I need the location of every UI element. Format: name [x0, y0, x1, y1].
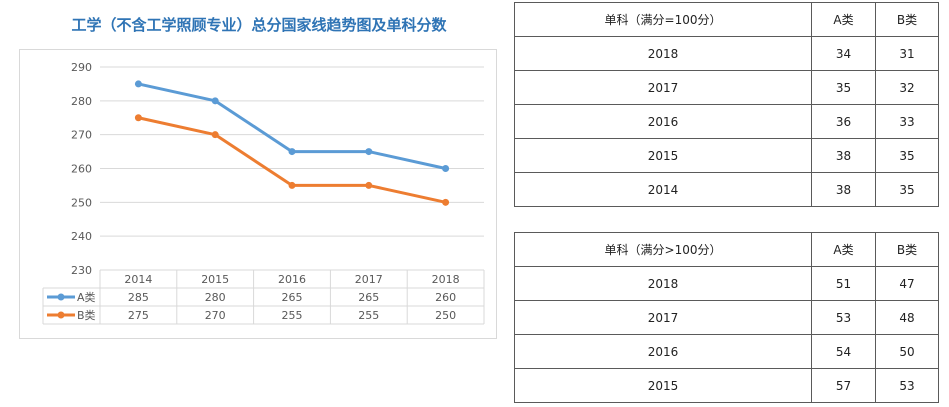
table-cell-b: 35	[875, 138, 939, 173]
table-cell-b: 50	[875, 334, 939, 369]
table-cell-year: 2016	[514, 334, 812, 369]
x-tick-label: 2015	[201, 273, 229, 286]
x-tick-label: 2016	[278, 273, 306, 286]
data-table-value: 260	[435, 291, 456, 304]
table-cell-year: 2018	[514, 266, 812, 301]
x-tick-label: 2017	[355, 273, 383, 286]
data-table-value: 255	[358, 309, 379, 322]
table-row: 2017 35 32	[514, 70, 939, 105]
legend-label: B类	[77, 308, 96, 322]
y-tick-label: 270	[71, 129, 92, 142]
table-cell-a: 38	[811, 138, 876, 173]
table-header-subject: 单科（满分>100分）	[514, 232, 812, 267]
table-cell-a: 57	[811, 368, 876, 403]
table-cell-b: 47	[875, 266, 939, 301]
data-point	[134, 80, 142, 88]
data-table-value: 265	[282, 291, 303, 304]
series-line-a	[138, 82, 446, 170]
data-table-value: 255	[282, 309, 303, 322]
y-tick-label: 290	[71, 61, 92, 74]
table-cell-b: 31	[875, 36, 939, 71]
table-row: 2018 51 47	[514, 266, 939, 301]
table-cell-a: 51	[811, 266, 876, 301]
single-subject-table-over-100: 单科（满分>100分） A类 B类 2018 51 47 2017 53 48 …	[514, 232, 939, 403]
legend-marker	[57, 293, 65, 301]
table-header-a: A类	[811, 2, 876, 37]
table-row: 2016 54 50	[514, 334, 939, 369]
chart-title: 工学（不含工学照顾专业）总分国家线趋势图及单科分数	[71, 16, 447, 34]
table-cell-a: 34	[811, 36, 876, 71]
table-cell-a: 36	[811, 104, 876, 139]
table-cell-year: 2014	[514, 172, 812, 207]
series-line-b	[138, 116, 446, 204]
data-point	[442, 198, 450, 206]
table-row: 2015 38 35	[514, 138, 939, 173]
table-row: 2016 36 33	[514, 104, 939, 139]
data-point	[288, 148, 296, 156]
table-header-b: B类	[875, 2, 939, 37]
table-cell-b: 33	[875, 104, 939, 139]
table-row: 2014 38 35	[514, 172, 939, 207]
table-cell-a: 38	[811, 172, 876, 207]
table-cell-a: 35	[811, 70, 876, 105]
table-header-b: B类	[875, 232, 939, 267]
table-row: 2017 53 48	[514, 300, 939, 335]
legend-label: A类	[77, 290, 96, 304]
single-subject-table-100: 单科（满分=100分） A类 B类 2018 34 31 2017 35 32 …	[514, 2, 939, 207]
table-cell-a: 54	[811, 334, 876, 369]
table-header-row: 单科（满分=100分） A类 B类	[514, 2, 939, 37]
y-tick-label: 260	[71, 163, 92, 176]
y-tick-label: 250	[71, 196, 92, 209]
table-header-subject: 单科（满分=100分）	[514, 2, 812, 37]
table-cell-b: 48	[875, 300, 939, 335]
line-chart: 290 280 270 260 250 240 230 2014 2015 2016 2017 201…	[42, 61, 485, 325]
table-row: 2015 57 53	[514, 368, 939, 403]
data-point	[442, 165, 450, 172]
table-cell-year: 2017	[514, 70, 812, 105]
legend-marker	[57, 311, 65, 319]
data-table-value: 285	[128, 291, 149, 304]
data-table-value: 270	[205, 309, 226, 322]
table-cell-year: 2015	[514, 368, 812, 403]
data-table-value: 265	[358, 291, 379, 304]
table-cell-b: 53	[875, 368, 939, 403]
y-tick-label: 230	[71, 264, 92, 277]
table-cell-year: 2015	[514, 138, 812, 173]
table-header-row: 单科（满分>100分） A类 B类	[514, 232, 939, 267]
data-point	[365, 148, 373, 156]
x-tick-label: 2018	[432, 273, 460, 286]
table-cell-year: 2017	[514, 300, 812, 335]
data-table-value: 250	[435, 309, 456, 322]
table-cell-year: 2016	[514, 104, 812, 139]
table-row: 2018 34 31	[514, 36, 939, 71]
x-tick-label: 2014	[124, 273, 152, 286]
y-tick-label: 280	[71, 95, 92, 108]
table-cell-b: 35	[875, 172, 939, 207]
data-table-value: 275	[128, 309, 149, 322]
y-tick-label: 240	[71, 230, 92, 243]
table-cell-b: 32	[875, 70, 939, 105]
table-header-a: A类	[811, 232, 876, 267]
table-cell-a: 53	[811, 300, 876, 335]
data-point	[288, 181, 296, 189]
data-point	[365, 181, 373, 189]
table-cell-year: 2018	[514, 36, 812, 71]
data-point	[211, 131, 219, 139]
data-table-value: 280	[205, 291, 226, 304]
data-point	[211, 97, 219, 105]
chart-frame: 290 280 270 260 250 240 230 2014 2015 2016 2017 201…	[19, 49, 497, 339]
data-point	[134, 114, 142, 122]
